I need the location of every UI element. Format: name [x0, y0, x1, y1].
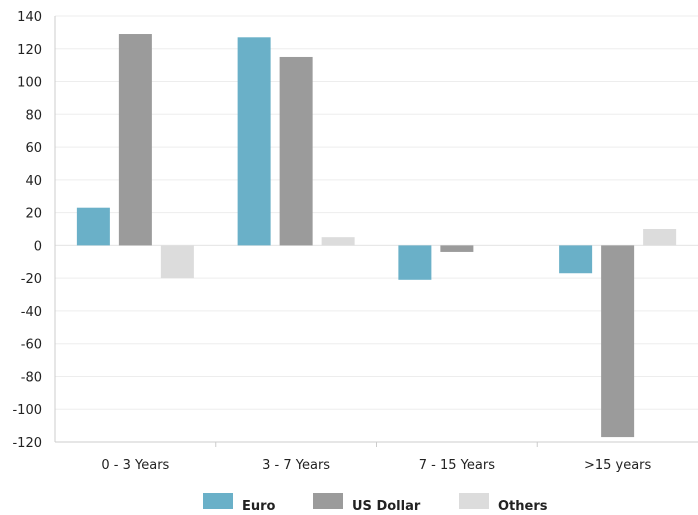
bar-us-dollar-2: [440, 245, 474, 252]
x-axis-ticks: 0 - 3 Years 3 - 7 Years 7 - 15 Years >15 ye…: [101, 458, 651, 473]
y-tick-label-0: 140: [17, 10, 42, 25]
x-tick-label-2: 7 - 15 Years: [419, 458, 495, 473]
bar-others-1: [321, 237, 355, 246]
bar-others-3: [643, 229, 677, 246]
y-tick-label-10: -60: [21, 338, 42, 353]
legend-label-euro: Euro: [242, 499, 276, 514]
legend-label-us-dollar: US Dollar: [352, 499, 421, 514]
x-tick-label-0: 0 - 3 Years: [101, 458, 169, 473]
y-axis-ticks: 140 120 100 80 60 40 20 0 -20 -40 -60 -80 -100 -120: [12, 10, 42, 451]
y-tick-label-1: 120: [17, 43, 42, 58]
legend-label-others: Others: [498, 499, 548, 514]
bar-others-0: [160, 245, 194, 279]
y-tick-label-13: -120: [12, 436, 42, 451]
legend-swatch-us-dollar: [313, 493, 343, 509]
bar-us-dollar-0: [118, 34, 152, 246]
y-tick-label-2: 100: [17, 76, 42, 91]
bar-euro-1: [237, 37, 271, 246]
legend-swatch-euro: [203, 493, 233, 509]
y-tick-label-3: 80: [25, 108, 42, 123]
bar-euro-3: [559, 245, 593, 274]
bar-us-dollar-1: [279, 56, 313, 246]
x-tick-label-1: 3 - 7 Years: [262, 458, 330, 473]
y-tick-label-5: 40: [25, 174, 42, 189]
y-tick-label-9: -40: [21, 305, 42, 320]
y-tick-label-12: -100: [12, 403, 42, 418]
y-tick-label-6: 20: [25, 207, 42, 222]
axes: [54, 16, 698, 447]
y-tick-label-8: -20: [21, 272, 42, 287]
bars: [76, 34, 677, 438]
y-tick-label-4: 60: [25, 141, 42, 156]
y-tick-label-11: -80: [21, 370, 42, 385]
legend: Euro US Dollar Others: [203, 493, 548, 514]
bar-us-dollar-3: [601, 245, 635, 438]
bar-euro-2: [398, 245, 432, 280]
bar-euro-0: [76, 207, 110, 246]
y-tick-label-7: 0: [34, 239, 42, 254]
x-tick-label-3: >15 years: [584, 458, 652, 473]
legend-swatch-others: [459, 493, 489, 509]
